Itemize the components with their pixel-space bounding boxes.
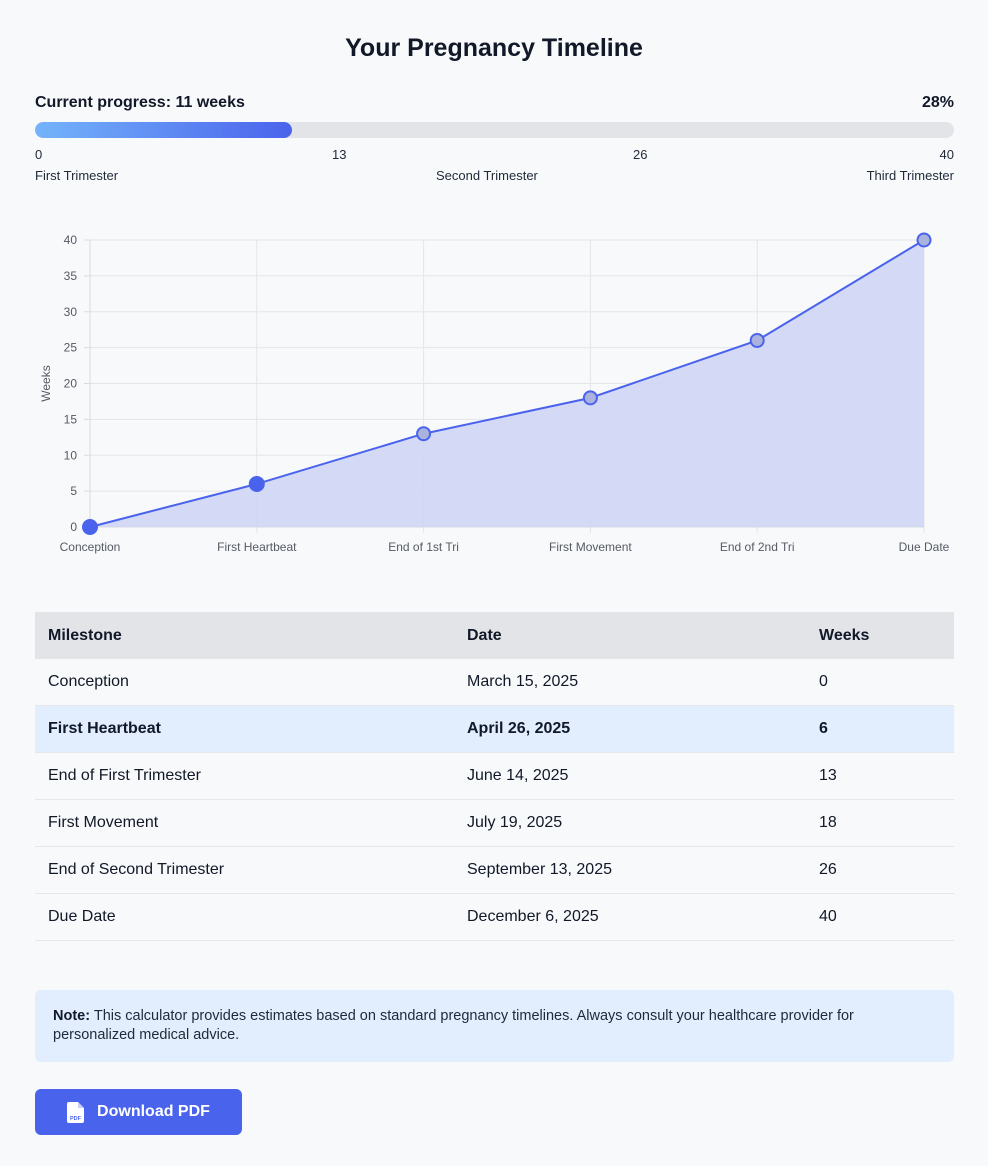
table-row: First Movement July 19, 2025 18 [35,799,954,847]
data-point [82,519,98,535]
progress-label: Current progress: 11 weeks [35,94,245,111]
x-tick-label: End of 2nd Tri [720,540,795,554]
data-point [749,332,765,348]
progress-bar [35,122,954,138]
cell-milestone: Due Date [35,893,454,941]
y-tick-label: 20 [64,377,78,391]
page-title: Your Pregnancy Timeline [345,34,643,62]
scale-label-13: 13 [332,147,347,162]
timeline-chart: 0 5 10 15 20 25 30 35 40 Conception First Heartbea… [39,232,950,554]
table-header-row: Milestone Date Weeks [35,612,954,659]
cell-weeks: 6 [806,705,954,753]
pdf-file-icon: PDF [67,1101,85,1123]
cell-weeks: 13 [806,752,954,800]
x-tick-label: First Heartbeat [217,540,297,554]
y-tick-label: 5 [70,484,77,498]
table-row: End of First Trimester June 14, 2025 13 [35,752,954,800]
scale-label-26: 26 [633,147,648,162]
trimester-label-second: Second Trimester [436,168,538,183]
trimester-label-first: First Trimester [35,168,119,183]
progress-percent: 28% [921,94,954,111]
y-tick-label: 35 [64,269,78,283]
x-tick-label: End of 1st Tri [388,540,459,554]
table-row: Conception March 15, 2025 0 [35,659,954,706]
scale-label-40: 40 [939,147,954,162]
x-tick-label: Conception [60,540,121,554]
y-tick-label: 40 [64,233,78,247]
progress-scale: 0 13 26 40 [35,147,954,163]
y-tick-label: 25 [64,341,78,355]
note-text: This calculator provides estimates based… [53,1008,854,1043]
cell-date: June 14, 2025 [454,752,806,800]
cell-milestone: End of First Trimester [35,752,454,800]
cell-weeks: 26 [806,846,954,894]
data-point [582,390,598,406]
download-pdf-button[interactable]: PDF Download PDF [35,1089,242,1135]
cell-milestone: End of Second Trimester [35,846,454,894]
column-header-date: Date [454,612,806,659]
cell-date: July 19, 2025 [454,799,806,847]
column-header-milestone: Milestone [35,612,454,659]
data-point [248,475,265,492]
cell-date: December 6, 2025 [454,893,806,941]
disclaimer-note: Note: This calculator provides estimates… [35,990,954,1062]
x-tick-label: Due Date [899,540,950,554]
cell-date: March 15, 2025 [454,659,806,706]
cell-milestone: Conception [35,659,454,706]
cell-weeks: 40 [806,893,954,941]
milestone-table: Milestone Date Weeks Conception March 15… [35,612,954,941]
cell-weeks: 18 [806,799,954,847]
cell-date: April 26, 2025 [454,705,806,753]
cell-weeks: 0 [806,659,954,706]
download-pdf-label: Download PDF [97,1103,210,1120]
trimester-labels: First Trimester Second Trimester Third T… [35,168,954,184]
y-axis-title: Weeks [39,365,53,401]
column-header-weeks: Weeks [806,612,954,659]
data-point [416,426,432,442]
note-label: Note: [53,1008,91,1024]
series-area [90,240,924,527]
y-tick-label: 15 [64,412,78,426]
table-row: End of Second Trimester September 13, 20… [35,846,954,894]
svg-text:PDF: PDF [70,1116,82,1122]
x-tick-label: First Movement [549,540,632,554]
scale-label-0: 0 [35,147,43,162]
cell-milestone: First Heartbeat [35,705,454,753]
trimester-label-third: Third Trimester [866,168,954,183]
table-row-current: First Heartbeat April 26, 2025 6 [35,705,954,753]
y-tick-label: 10 [64,448,78,462]
series-line [89,239,925,528]
cell-date: September 13, 2025 [454,846,806,894]
progress-header: Current progress: 11 weeks 28% [35,94,954,112]
data-point [916,232,932,248]
progress-bar-fill [35,122,293,138]
y-tick-label: 30 [64,305,78,319]
table-row: Due Date December 6, 2025 40 [35,893,954,941]
cell-milestone: First Movement [35,799,454,847]
y-tick-label: 0 [70,520,77,534]
